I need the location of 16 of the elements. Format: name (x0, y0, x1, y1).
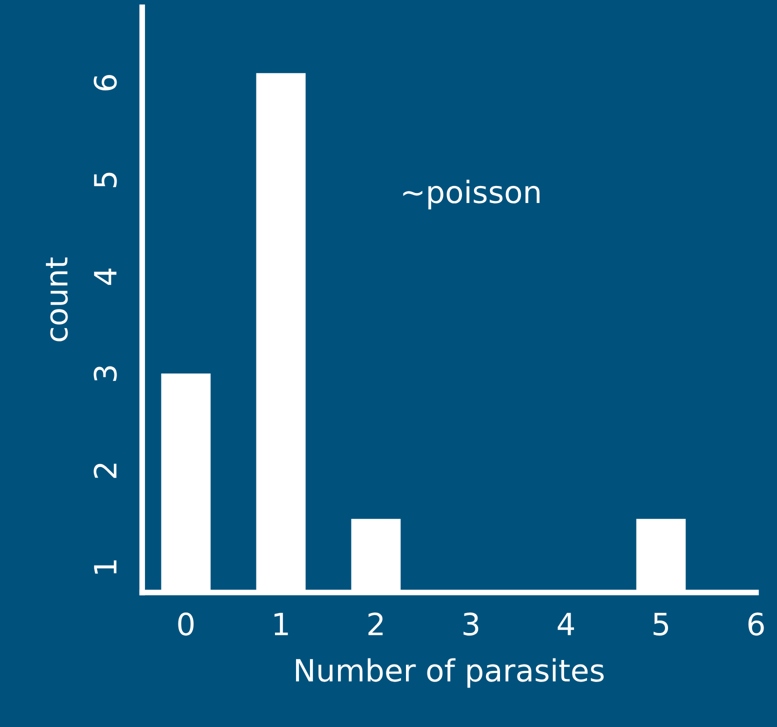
x-tick-label: 2 (368, 612, 383, 636)
x-tick-label: 4 (558, 612, 574, 636)
y-tick-label: 5 (94, 172, 117, 188)
y-tick-label: 3 (94, 366, 117, 381)
x-tick-label: 0 (178, 612, 194, 636)
x-tick-label: 6 (748, 612, 764, 636)
x-tick-label: 1 (274, 612, 288, 636)
y-tick-label: 1 (94, 560, 116, 574)
y-axis-title: count (46, 258, 68, 342)
annotation: ~poisson (403, 180, 540, 210)
y-tick-label: 6 (94, 75, 117, 90)
x-tick-label: 5 (654, 612, 668, 636)
x-tick-label: 3 (464, 612, 478, 636)
y-tick-label: 4 (94, 268, 116, 285)
y-tick-label: 2 (94, 464, 116, 478)
x-axis-title: Number of parasites (296, 658, 604, 688)
